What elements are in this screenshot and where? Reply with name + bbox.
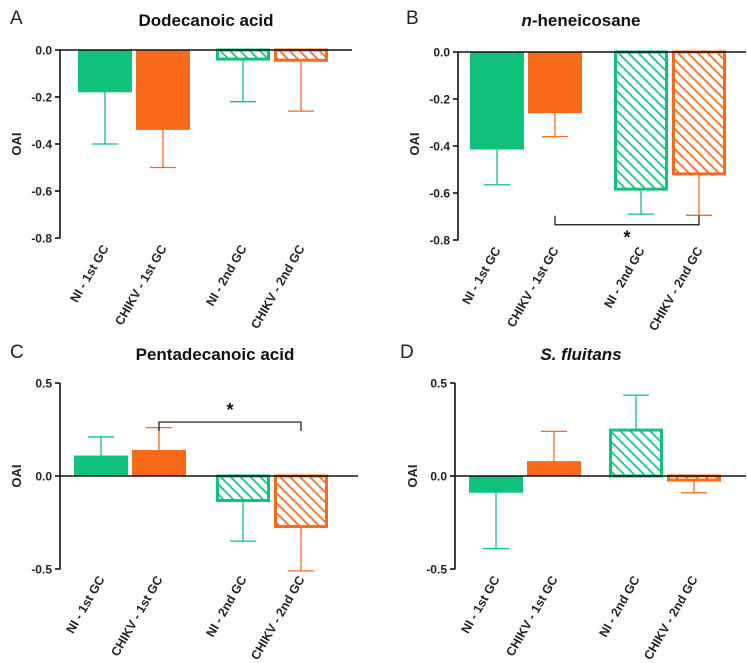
x-category-label: CHIKV - 2nd GC: [248, 574, 307, 663]
x-category-label: NI - 1st GC: [460, 245, 504, 307]
error-bar: [288, 528, 314, 572]
y-tick-label: 0.0: [35, 470, 52, 484]
y-tick-label: -0.2: [31, 91, 52, 105]
y-tick-label: 0.0: [433, 46, 450, 60]
error-bar: [542, 113, 568, 138]
x-category-label: CHIKV - 2nd GC: [248, 243, 307, 332]
bar: [136, 50, 190, 130]
x-category-label: NI - 1st GC: [459, 574, 503, 636]
chart-title-prefix: n-: [521, 11, 537, 30]
y-tick-label: -0.4: [429, 140, 450, 154]
y-tick-label: -0.8: [429, 234, 450, 248]
error-bar: [483, 492, 509, 550]
x-category-label: CHIKV - 2nd GC: [641, 574, 700, 663]
y-tick-label: -0.2: [429, 93, 450, 107]
bracket-line: [158, 421, 302, 432]
chart-panel-a: A Dodecanoic acid 0.0 -0.2 -0.4 -0.6 -0.8 OAI NI…: [9, 8, 352, 331]
error-bar: [484, 149, 510, 186]
y-tick-label: -0.8: [31, 232, 52, 246]
x-category-label: CHIKV - 1st GC: [112, 243, 169, 328]
bar: [74, 455, 128, 476]
error-bar: [230, 60, 256, 103]
error-bar: [628, 190, 654, 215]
chart-title: Pentadecanoic acid: [136, 345, 295, 364]
y-tick-label: -0.5: [31, 563, 52, 577]
x-category-label: NI - 2nd GC: [601, 245, 647, 311]
x-category-label: CHIKV - 1st GC: [108, 574, 165, 659]
error-bar: [623, 394, 649, 429]
x-category-label: CHIKV - 2nd GC: [646, 245, 705, 334]
y-axis-label: OAI: [9, 132, 24, 155]
y-tick-label: 0.5: [430, 377, 447, 391]
y-tick-label: 0.0: [35, 44, 52, 58]
bar: [672, 50, 726, 176]
bar: [528, 52, 582, 114]
significance-bracket: *: [554, 215, 700, 248]
x-category-label: NI - 2nd GC: [596, 574, 642, 640]
y-axis-label: OAI: [407, 132, 422, 155]
error-bar: [288, 61, 314, 112]
bar: [216, 474, 270, 503]
y-tick-label: -0.6: [31, 185, 52, 199]
bar: [470, 52, 524, 150]
chart-title: n-heneicosane: [521, 11, 640, 30]
x-category-label: NI - 1st GC: [64, 574, 108, 636]
significance-star: *: [623, 228, 630, 248]
chart-title-text: heneicosane: [538, 11, 641, 30]
error-bar: [541, 430, 567, 462]
y-axis-label: OAI: [9, 464, 24, 487]
chart-panel-c: C Pentadecanoic acid 0.5 0.0 -0.5 OAI NI - 1st…: [9, 342, 358, 662]
chart-title: S. fluitans: [540, 345, 621, 364]
y-tick-label: -0.6: [429, 187, 450, 201]
y-tick-label: -0.5: [426, 563, 447, 577]
bar: [609, 428, 663, 478]
x-category-label: NI - 2nd GC: [203, 243, 249, 309]
panel-letter: C: [10, 342, 24, 363]
bar: [132, 449, 186, 476]
panel-letter: A: [10, 8, 23, 29]
x-category-label: NI - 1st GC: [68, 243, 112, 305]
x-category-label: CHIKV - 1st GC: [504, 245, 561, 330]
y-tick-label: 0.0: [430, 470, 447, 484]
y-axis-label: OAI: [405, 464, 420, 487]
bar: [216, 48, 270, 61]
y-tick-label: -0.4: [31, 138, 52, 152]
bar: [274, 474, 328, 529]
panel-letter: B: [406, 8, 419, 29]
significance-star: *: [226, 400, 233, 420]
bar: [614, 50, 668, 191]
panel-letter: D: [400, 342, 414, 363]
error-bar: [230, 502, 256, 542]
bar: [469, 476, 523, 493]
error-bar: [92, 92, 118, 145]
bar: [274, 48, 328, 62]
chart-title: Dodecanoic acid: [138, 11, 273, 30]
error-bar: [681, 481, 707, 494]
bracket-line: [554, 215, 700, 226]
error-bar: [150, 129, 176, 169]
x-category-label: CHIKV - 1st GC: [503, 574, 560, 659]
bar: [78, 50, 132, 93]
error-bar: [686, 175, 712, 216]
bar: [527, 461, 581, 476]
x-category-label: NI - 2nd GC: [203, 574, 249, 640]
error-bar: [88, 436, 114, 456]
y-tick-label: 0.5: [35, 377, 52, 391]
significance-bracket: *: [158, 400, 302, 432]
